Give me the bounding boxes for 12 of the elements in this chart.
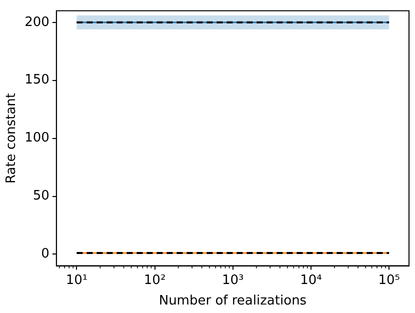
x-tick-label: 10⁴ — [300, 272, 322, 288]
y-tick-label: 100 — [24, 130, 50, 146]
y-tick-label: 50 — [32, 188, 50, 204]
x-axis-title: Number of realizations — [158, 294, 307, 309]
y-axis-title: Rate constant — [4, 93, 20, 184]
x-tick-label: 10¹ — [66, 272, 88, 288]
x-tick-label: 10⁵ — [378, 272, 400, 288]
x-tick-label: 10² — [144, 272, 166, 288]
y-tick-label: 150 — [24, 72, 50, 88]
y-tick-label: 200 — [24, 14, 50, 30]
x-tick-label: 10³ — [222, 272, 244, 288]
y-tick-label: 0 — [41, 246, 50, 262]
